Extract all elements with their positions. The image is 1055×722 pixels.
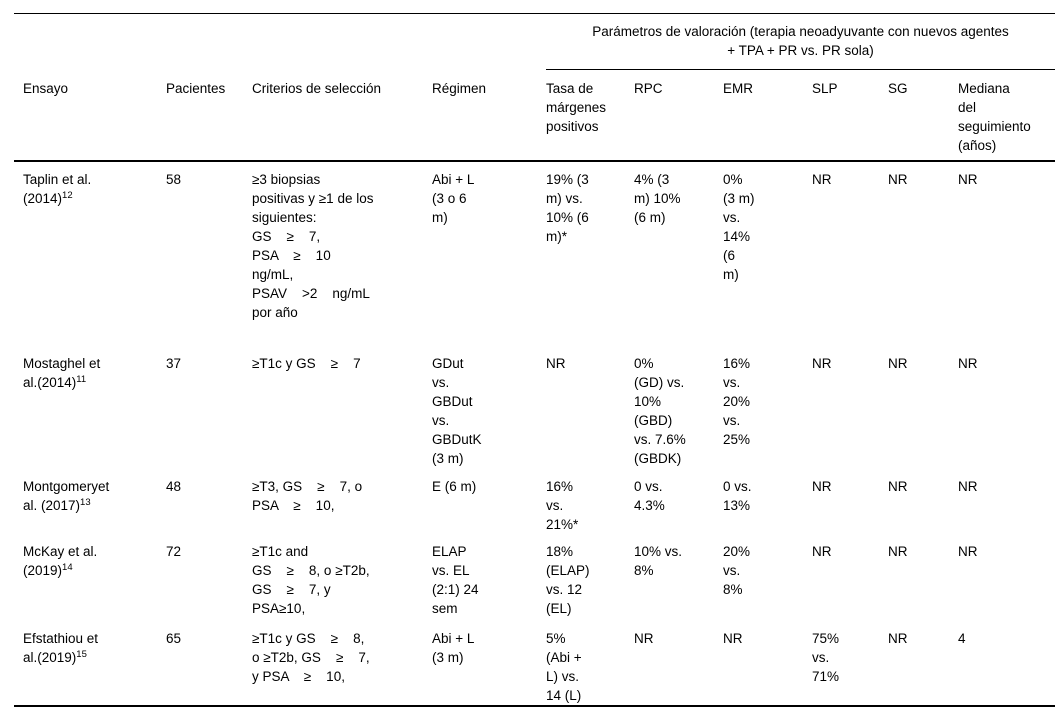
trial-name: Mostaghel et al.(2014): [23, 355, 101, 390]
trial-cell: McKay et al. (2019)14: [14, 534, 166, 621]
followup-cell: NR: [958, 355, 978, 371]
patients-cell: 72: [166, 543, 182, 559]
reference-superscript: 12: [62, 189, 73, 201]
followup-cell: NR: [958, 543, 978, 559]
trial-cell: Efstathiou et al.(2019)15: [14, 621, 166, 706]
rpc-cell: 10% vs. 8%: [634, 543, 683, 578]
col-header-criterios: Criterios de selección: [252, 69, 432, 162]
sg-cell: NR: [888, 630, 908, 646]
reference-superscript: 14: [62, 561, 73, 573]
clinical-trials-table: Parámetros de valoración (terapia neoady…: [14, 13, 1055, 707]
criteria-cell: ≥T1c y GS ≥ 7: [252, 355, 361, 371]
table-row-mckay: McKay et al. (2019)14 72 ≥T1c and GS ≥ 8…: [14, 534, 1055, 621]
group-header-parametros: Parámetros de valoración (terapia neoady…: [546, 13, 1055, 70]
col-header-tasa-margenes: Tasa de márgenes positivos: [546, 69, 634, 162]
col-header-sg: SG: [888, 69, 958, 162]
table-row-mostaghel: Mostaghel et al.(2014)11 37 ≥T1c y GS ≥ …: [14, 346, 1055, 469]
followup-cell: NR: [958, 171, 978, 187]
sg-cell: NR: [888, 478, 908, 494]
patients-cell: 48: [166, 478, 182, 494]
reference-superscript: 11: [76, 373, 87, 385]
trial-name: Taplin et al. (2014): [23, 171, 92, 206]
reference-superscript: 13: [80, 496, 91, 508]
rpc-cell: 0% (GD) vs. 10% (GBD) vs. 7.6% (GBDK): [634, 355, 686, 466]
emr-cell: 0% (3 m) vs. 14% (6 m): [723, 171, 755, 282]
sg-cell: NR: [888, 355, 908, 371]
emr-cell: 20% vs. 8%: [723, 543, 751, 597]
col-header-ensayo: Ensayo: [14, 69, 166, 162]
table-row-montgomery: Montgomeryet al. (2017)13 48 ≥T3, GS ≥ 7…: [14, 469, 1055, 534]
followup-cell: NR: [958, 478, 978, 494]
slp-cell: NR: [812, 543, 832, 559]
emr-cell: 0 vs. 13%: [723, 478, 752, 513]
slp-cell: NR: [812, 171, 832, 187]
column-header-row: Ensayo Pacientes Criterios de selección …: [14, 69, 1055, 162]
rpc-cell: 0 vs. 4.3%: [634, 478, 665, 513]
regimen-cell: Abi + L (3 m): [432, 630, 475, 665]
positive-margins-cell: 5% (Abi + L) vs. 14 (L): [546, 630, 582, 703]
slp-cell: 75% vs. 71%: [812, 630, 840, 684]
positive-margins-cell: NR: [546, 355, 566, 371]
trial-name: Efstathiou et al.(2019): [23, 630, 99, 665]
group-header-spacer: [14, 14, 546, 70]
group-header-row: Parámetros de valoración (terapia neoady…: [14, 13, 1055, 70]
followup-cell: 4: [958, 630, 966, 646]
regimen-cell: Abi + L (3 o 6 m): [432, 171, 475, 225]
positive-margins-cell: 16% vs. 21%*: [546, 478, 579, 532]
trial-cell: Mostaghel et al.(2014)11: [14, 346, 166, 469]
emr-cell: 16% vs. 20% vs. 25%: [723, 355, 751, 447]
col-header-regimen: Régimen: [432, 69, 546, 162]
positive-margins-cell: 18% (ELAP) vs. 12 (EL): [546, 543, 590, 616]
table-row-efstathiou: Efstathiou et al.(2019)15 65 ≥T1c y GS ≥…: [14, 621, 1055, 706]
criteria-cell: ≥T3, GS ≥ 7, o PSA ≥ 10,: [252, 478, 363, 513]
col-header-rpc: RPC: [634, 69, 723, 162]
trial-name: Montgomeryet al. (2017): [23, 478, 110, 513]
sg-cell: NR: [888, 171, 908, 187]
regimen-cell: E (6 m): [432, 478, 477, 494]
col-header-pacientes: Pacientes: [166, 69, 252, 162]
col-header-slp: SLP: [812, 69, 888, 162]
regimen-cell: GDut vs. GBDut vs. GBDutK (3 m): [432, 355, 482, 466]
trial-cell: Montgomeryet al. (2017)13: [14, 469, 166, 534]
patients-cell: 58: [166, 171, 182, 187]
regimen-cell: ELAP vs. EL (2:1) 24 sem: [432, 543, 479, 616]
criteria-cell: ≥T1c y GS ≥ 8, o ≥T2b, GS ≥ 7, y PSA ≥ 1…: [252, 630, 370, 684]
col-header-emr: EMR: [723, 69, 812, 162]
patients-cell: 65: [166, 630, 182, 646]
emr-cell: NR: [723, 630, 743, 646]
reference-superscript: 15: [76, 648, 87, 660]
patients-cell: 37: [166, 355, 182, 371]
slp-cell: NR: [812, 478, 832, 494]
table-row-taplin: Taplin et al. (2014)12 58 ≥3 biopsias po…: [14, 161, 1055, 346]
col-header-mediana: Mediana del seguimiento (años): [958, 69, 1055, 162]
criteria-cell: ≥3 biopsias positivas y ≥1 de los siguie…: [252, 171, 374, 320]
slp-cell: NR: [812, 355, 832, 371]
positive-margins-cell: 19% (3 m) vs. 10% (6 m)*: [546, 171, 589, 244]
criteria-cell: ≥T1c and GS ≥ 8, o ≥T2b, GS ≥ 7, y PSA≥1…: [252, 543, 370, 616]
trial-cell: Taplin et al. (2014)12: [14, 161, 166, 346]
trial-name: McKay et al. (2019): [23, 543, 98, 578]
rpc-cell: 4% (3 m) 10% (6 m): [634, 171, 681, 225]
rpc-cell: NR: [634, 630, 654, 646]
sg-cell: NR: [888, 543, 908, 559]
